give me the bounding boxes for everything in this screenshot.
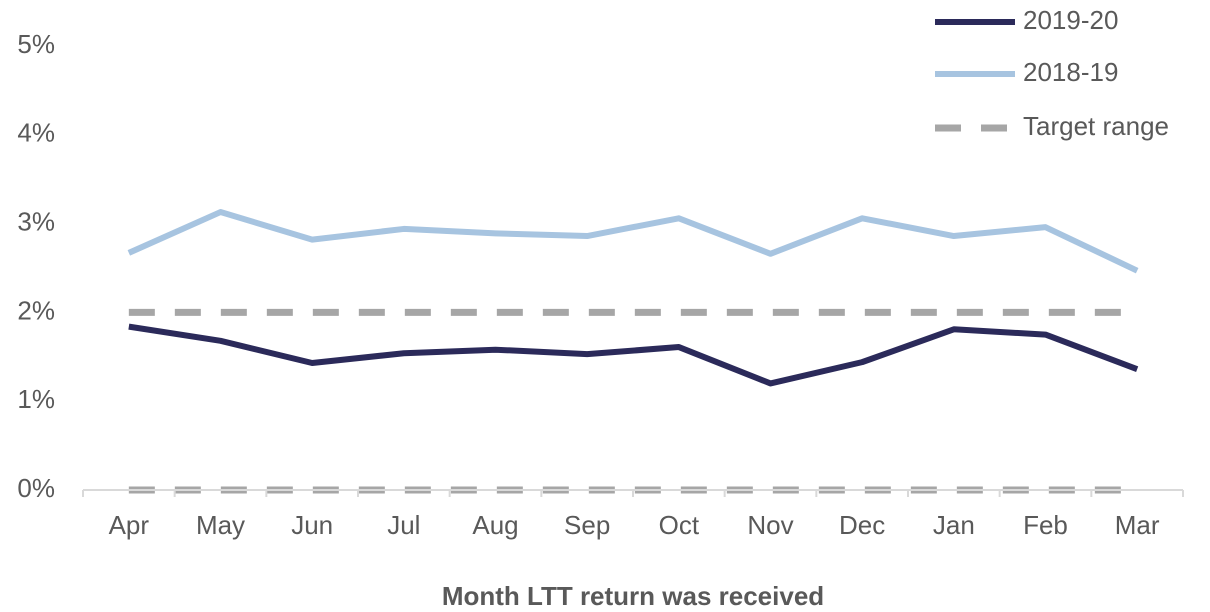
y-tick-label: 5% [17,29,55,59]
y-tick-label: 3% [17,206,55,236]
x-tick-label: Sep [564,510,610,540]
x-axis-title: Month LTT return was received [442,581,824,611]
x-tick-label: Dec [839,510,885,540]
y-tick-label: 1% [17,384,55,414]
legend-label: 2018-19 [1023,57,1118,87]
x-tick-label: Apr [109,510,150,540]
legend-label: Target range [1023,111,1169,141]
x-tick-label: Jul [387,510,420,540]
x-tick-label: Feb [1023,510,1068,540]
y-tick-label: 0% [17,473,55,503]
x-tick-label: Nov [747,510,793,540]
series-line [128,323,1139,387]
x-tick-label: May [196,510,245,540]
x-tick-label: Jan [933,510,975,540]
x-tick-label: Mar [1115,510,1160,540]
series-line [127,209,1139,274]
x-tick-label: Jun [291,510,333,540]
y-tick-label: 4% [17,118,55,148]
y-tick-label: 2% [17,295,55,325]
x-tick-label: Aug [472,510,518,540]
x-tick-label: Oct [659,510,700,540]
legend-label: 2019-20 [1023,5,1118,35]
